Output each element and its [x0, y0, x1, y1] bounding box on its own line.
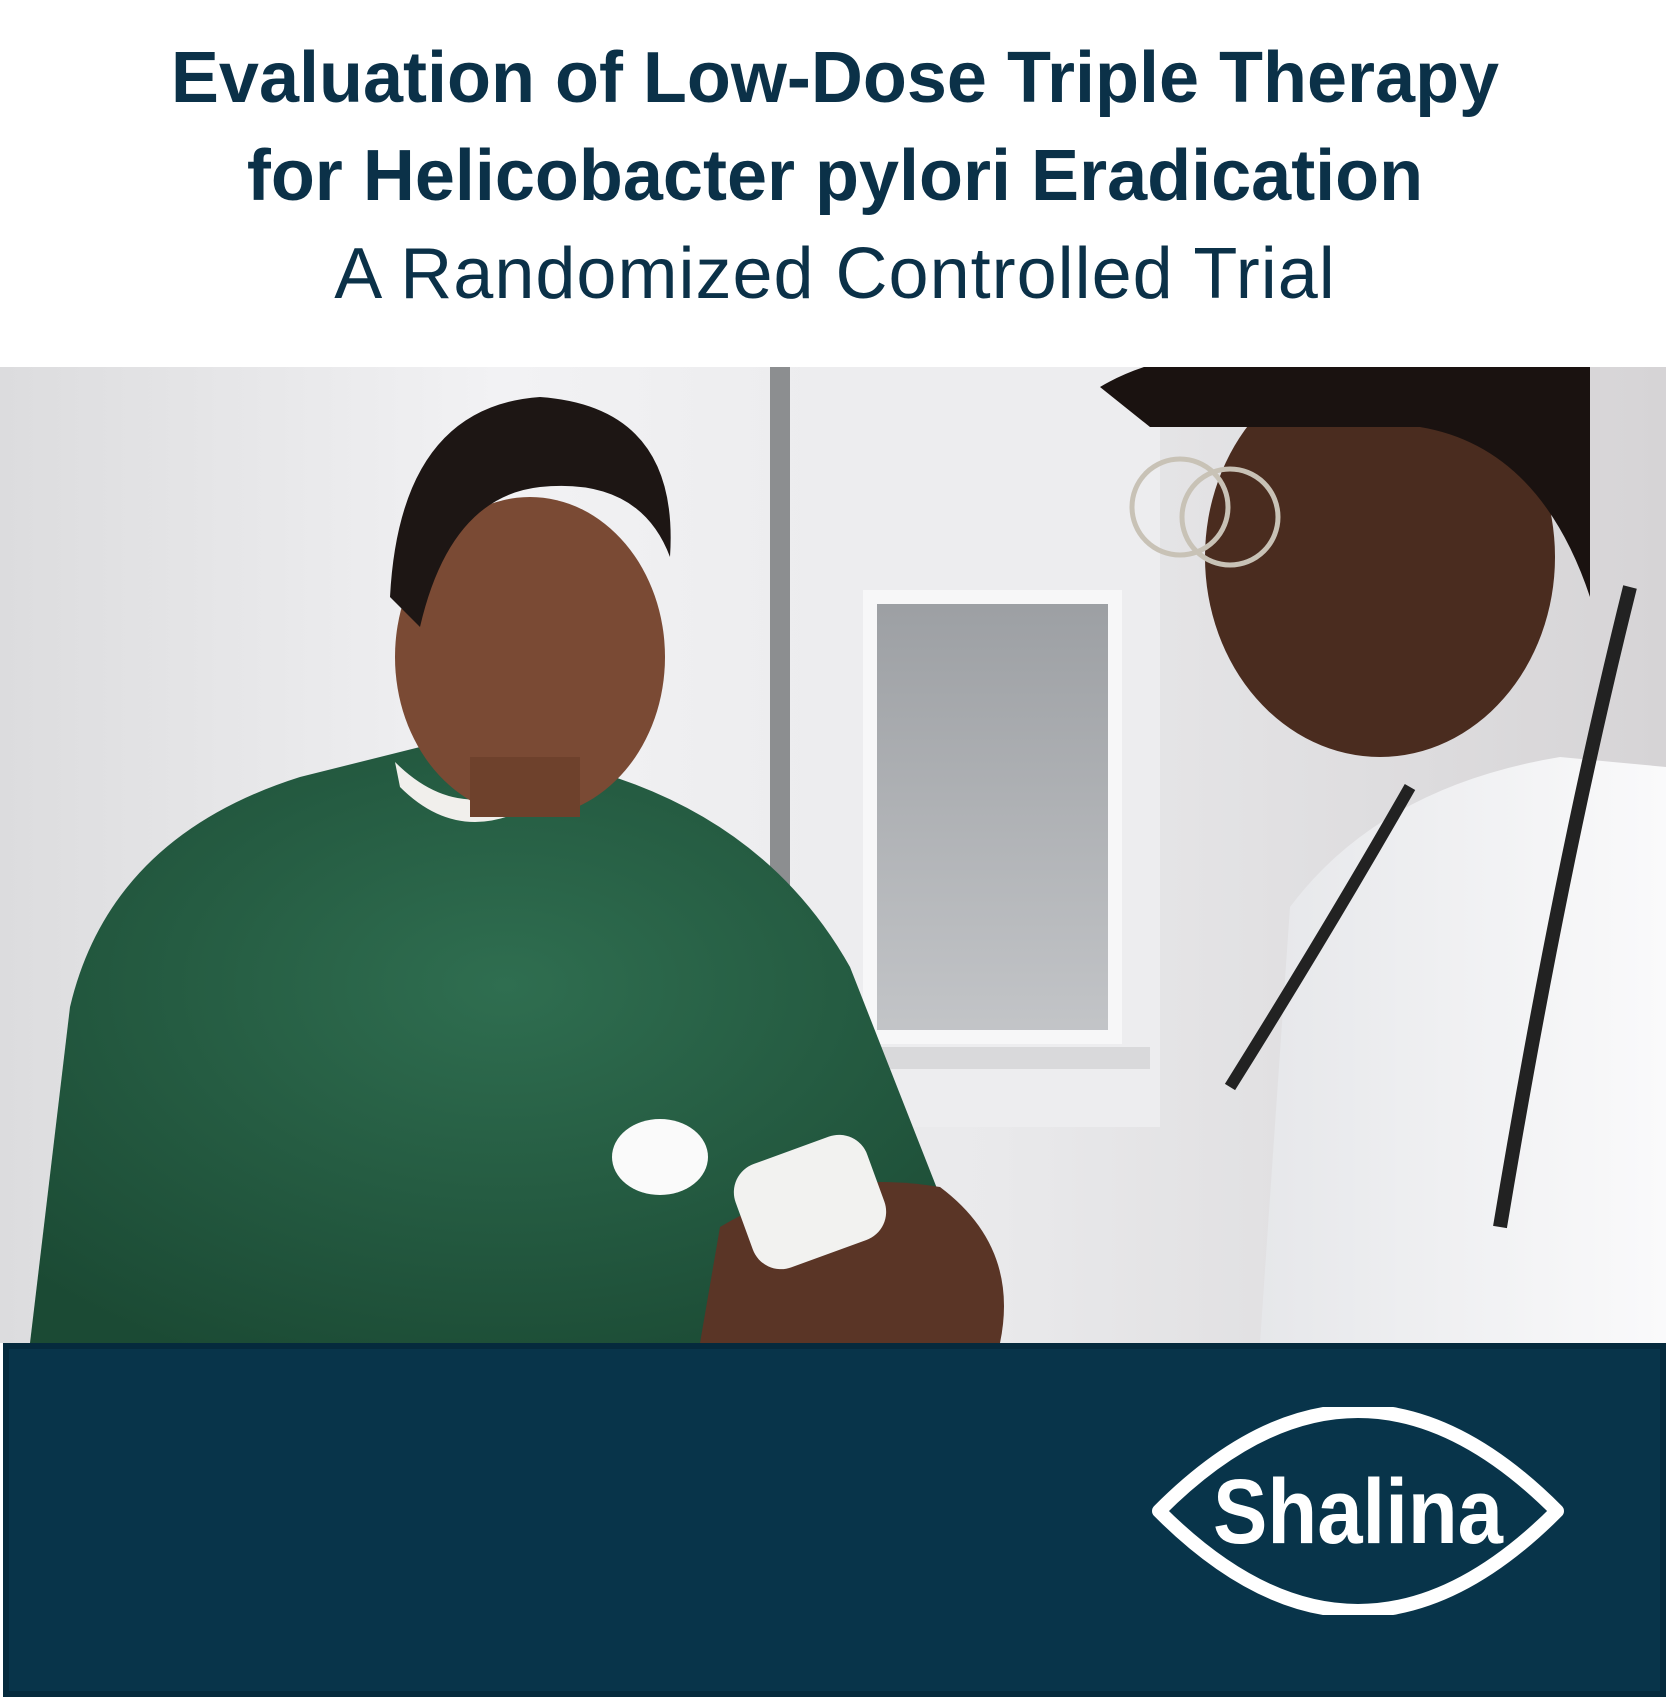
title-line-1: Evaluation of Low-Dose Triple Therapy: [170, 38, 1500, 118]
footer-band: [3, 1343, 1666, 1697]
subtitle: A Randomized Controlled Trial: [334, 234, 1336, 314]
hero-photo-doctor-patient: [0, 367, 1666, 1343]
shalina-logo: Shalina: [1151, 1404, 1565, 1618]
logo-text: Shalina: [1213, 1461, 1504, 1563]
title-line-2: for Helicobacter pylori Eradication: [246, 136, 1424, 216]
